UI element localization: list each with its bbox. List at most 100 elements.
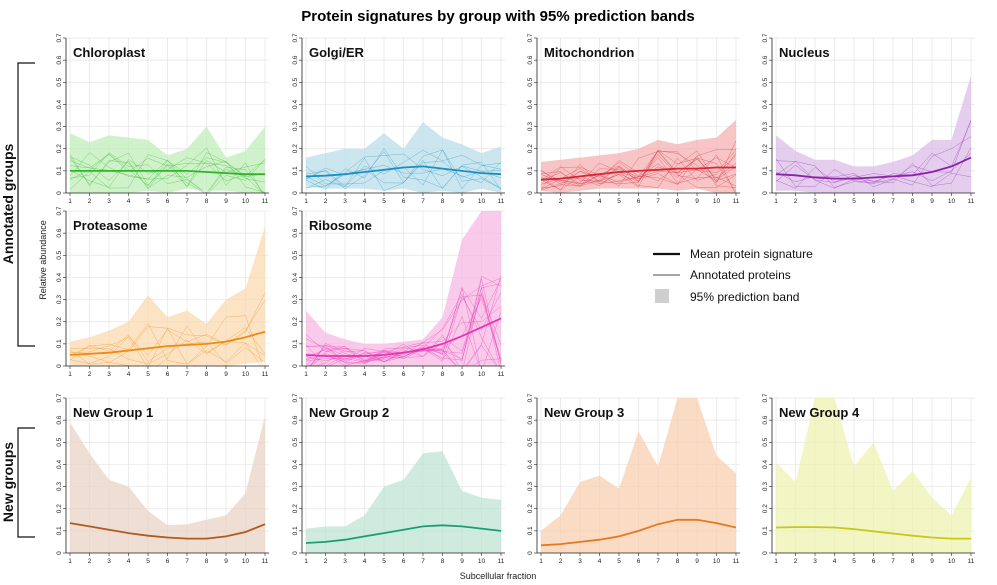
x-tick-label: 10 xyxy=(478,558,486,565)
x-tick-label: 3 xyxy=(343,558,347,565)
x-tick-label: 9 xyxy=(695,558,699,565)
y-tick-label: 0.7 xyxy=(762,393,769,402)
y-tick-label: 0.7 xyxy=(762,33,769,42)
mean-signature-line xyxy=(69,522,266,540)
prediction-band xyxy=(306,122,501,193)
y-tick-label: 0.2 xyxy=(527,144,534,153)
y-tick-label: 0.1 xyxy=(762,166,769,175)
protein-trace xyxy=(775,153,972,183)
x-tick-label: 4 xyxy=(127,371,131,378)
y-tick-label: 0.3 xyxy=(292,482,299,491)
x-tick-label: 6 xyxy=(402,558,406,565)
x-tick-label: 6 xyxy=(872,198,876,205)
mean-signature-line xyxy=(540,518,737,547)
x-tick-label: 7 xyxy=(891,198,895,205)
panel-title: New Group 1 xyxy=(73,405,153,420)
x-tick-label: 6 xyxy=(166,198,170,205)
y-tick-label: 0.2 xyxy=(56,144,63,153)
y-tick-label: 0.5 xyxy=(762,77,769,86)
x-tick-label: 5 xyxy=(382,371,386,378)
annotated-groups-label: Annotated groups xyxy=(0,144,16,265)
y-tick-label: 0.3 xyxy=(527,482,534,491)
protein-trace xyxy=(305,149,502,190)
x-tick-label: 9 xyxy=(460,198,464,205)
mean-signature-line xyxy=(305,165,502,178)
x-tick-label: 10 xyxy=(478,198,486,205)
protein-trace xyxy=(305,315,480,366)
x-tick-label: 1 xyxy=(539,558,543,565)
x-tick-label: 2 xyxy=(794,558,798,565)
x-tick-label: 3 xyxy=(813,198,817,205)
x-tick-label: 7 xyxy=(185,198,189,205)
x-tick-label: 3 xyxy=(107,198,111,205)
protein-trace xyxy=(69,156,264,193)
panel-title: Golgi/ER xyxy=(309,45,365,60)
x-tick-label: 10 xyxy=(948,558,956,565)
y-tick-label: 0.7 xyxy=(527,33,534,42)
x-tick-label: 7 xyxy=(185,558,189,565)
panel-mitochondrion: 1 2 3 4 5 6 7 8 9 10 11 0 0.1 0.2 0.3 0.4 0.5 0.6 0.7 Mitoc… xyxy=(527,33,740,205)
y-tick-label: 0.1 xyxy=(527,526,534,535)
protein-trace xyxy=(305,150,502,189)
panel-title: Proteasome xyxy=(73,218,147,233)
x-tick-label: 8 xyxy=(441,371,445,378)
x-tick-label: 3 xyxy=(107,371,111,378)
panel-title: Nucleus xyxy=(779,45,830,60)
y-tick-label: 0 xyxy=(56,191,63,195)
y-tick-label: 0.6 xyxy=(56,228,63,237)
protein-trace xyxy=(540,149,736,187)
x-tick-label: 5 xyxy=(382,198,386,205)
mean-signature-line xyxy=(540,166,736,181)
x-tick-label: 11 xyxy=(498,558,505,565)
y-tick-label: 0.4 xyxy=(292,460,299,469)
protein-trace xyxy=(69,154,266,182)
y-tick-label: 0.4 xyxy=(292,100,299,109)
x-tick-label: 8 xyxy=(676,198,680,205)
y-tick-label: 0 xyxy=(292,364,299,368)
protein-trace xyxy=(305,287,500,366)
x-tick-label: 5 xyxy=(382,558,386,565)
x-tick-label: 3 xyxy=(578,198,582,205)
x-tick-label: 8 xyxy=(911,558,915,565)
protein-trace xyxy=(69,154,266,190)
x-tick-label: 11 xyxy=(968,558,975,565)
y-tick-label: 0.3 xyxy=(527,122,534,131)
x-tick-label: 2 xyxy=(88,558,92,565)
x-tick-label: 6 xyxy=(637,198,641,205)
x-tick-label: 4 xyxy=(598,198,602,205)
x-tick-label: 11 xyxy=(262,371,269,378)
protein-trace xyxy=(69,157,266,188)
prediction-band xyxy=(70,226,265,366)
x-tick-label: 9 xyxy=(460,558,464,565)
x-tick-label: 11 xyxy=(498,371,505,378)
x-tick-label: 9 xyxy=(930,198,934,205)
x-tick-label: 11 xyxy=(262,558,269,565)
x-tick-label: 11 xyxy=(733,558,740,565)
x-tick-label: 5 xyxy=(617,198,621,205)
x-tick-label: 6 xyxy=(637,558,641,565)
x-tick-label: 7 xyxy=(421,198,425,205)
x-tick-label: 3 xyxy=(343,371,347,378)
y-tick-label: 0.2 xyxy=(527,504,534,513)
protein-trace xyxy=(775,136,972,188)
mean-signature-line xyxy=(775,526,971,540)
y-tick-label: 0.3 xyxy=(762,122,769,131)
y-tick-label: 0.5 xyxy=(292,250,299,259)
protein-trace xyxy=(540,162,737,191)
protein-trace xyxy=(540,155,737,188)
mean-signature-line xyxy=(70,170,265,176)
y-tick-label: 0.3 xyxy=(762,482,769,491)
y-tick-label: 0.3 xyxy=(292,295,299,304)
x-tick-label: 1 xyxy=(304,371,308,378)
x-tick-label: 4 xyxy=(127,198,131,205)
x-tick-label: 6 xyxy=(166,558,170,565)
x-tick-label: 5 xyxy=(146,371,150,378)
protein-trace xyxy=(69,152,266,188)
x-tick-label: 8 xyxy=(441,558,445,565)
x-tick-label: 7 xyxy=(891,558,895,565)
y-tick-label: 0.4 xyxy=(527,460,534,469)
panel-new-group-4: 1 2 3 4 5 6 7 8 9 10 11 0 0.1 0.2 0.3 0.4 0.5 0.6 0.7 New G… xyxy=(762,393,975,565)
protein-trace xyxy=(540,150,737,187)
y-tick-label: 0.1 xyxy=(56,166,63,175)
x-tick-label: 2 xyxy=(324,558,328,565)
